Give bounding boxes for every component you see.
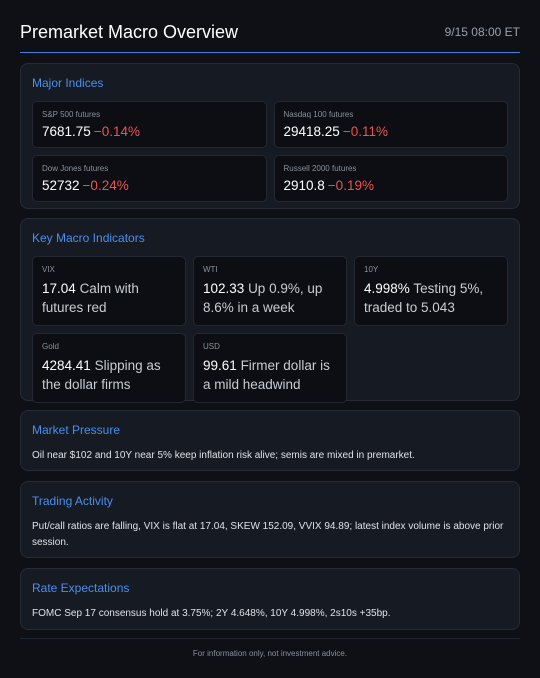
macro-note: Up 0.9%, up 8.6% in a week — [203, 281, 323, 315]
title: Premarket Macro Overview — [20, 22, 239, 42]
macro-card: VIX 17.04 Calm with futures red — [32, 256, 186, 326]
macro-grid: VIX 17.04 Calm with futures red WTI 102.33 … — [32, 256, 508, 403]
index-change: −0.14% — [93, 124, 140, 139]
index-change: −0.19% — [327, 178, 374, 193]
major-indices: Major Indices S&P 500 futures 7681.75 −0.1… — [20, 63, 520, 209]
trading-activity: Trading Activity Put/call ratios are fal… — [20, 481, 520, 558]
macro-value: 102.33 — [203, 281, 245, 296]
macro-note: Firmer dollar is a mild headwind — [203, 358, 330, 392]
rate-expectations: Rate Expectations FOMC Sep 17 consensus … — [20, 568, 520, 630]
macro-card: 10Y 4.998% Testing 5%, traded to 5.043 — [354, 256, 508, 326]
index-change: −0.24% — [82, 178, 129, 193]
section-title: Major Indices — [32, 76, 104, 90]
macro-label: USD — [203, 342, 220, 351]
macro-quote: 102.33 Up 0.9%, up 8.6% in a week — [203, 279, 337, 317]
index-quote: 29418.25 −0.11% — [284, 124, 499, 139]
section-title: Key Macro Indicators — [32, 231, 145, 245]
section-text: Oil near $102 and 10Y near 5% keep infla… — [32, 450, 415, 461]
index-card: S&P 500 futures 7681.75 −0.14% — [32, 101, 267, 148]
index-change: −0.11% — [342, 124, 388, 139]
macro-label: 10Y — [364, 265, 379, 274]
index-value: 2910.8 — [283, 178, 325, 193]
timestamp: 9/15 08:00 ET — [444, 25, 520, 39]
index-quote: 7681.75 −0.14% — [42, 124, 257, 139]
index-label: S&P 500 futures — [42, 110, 101, 119]
macro-value: 17.04 — [42, 281, 76, 296]
market-pressure: Market Pressure Oil near $102 and 10Y ne… — [20, 410, 520, 471]
macro-value: 4284.41 — [42, 358, 91, 373]
macro-value: 99.61 — [203, 358, 237, 373]
macro-quote: 99.61 Firmer dollar is a mild headwind — [203, 356, 337, 394]
macro-label: WTI — [203, 265, 218, 274]
macro-quote: 17.04 Calm with futures red — [42, 279, 176, 317]
index-label: Dow Jones futures — [42, 164, 109, 173]
section-title: Rate Expectations — [32, 581, 130, 595]
macro-card: Gold 4284.41 Slipping as the dollar firms — [32, 333, 186, 403]
index-card: Nasdaq 100 futures 29418.25 −0.11% — [273, 101, 508, 148]
macro-quote: 4.998% Testing 5%, traded to 5.043 — [364, 279, 498, 317]
macro-label: VIX — [42, 265, 55, 274]
macro-note: Slipping as the dollar firms — [42, 358, 161, 392]
index-value: 29418.25 — [283, 124, 340, 139]
macro-indicators: Key Macro Indicators VIX 17.04 Calm with … — [20, 218, 520, 403]
index-quote: 2910.8 −0.19% — [284, 178, 499, 193]
macro-card: USD 99.61 Firmer dollar is a mild headwin… — [193, 333, 347, 403]
index-value: 52732 — [42, 178, 80, 193]
index-value: 7681.75 — [42, 124, 91, 139]
section-title: Trading Activity — [32, 494, 113, 508]
macro-label: Gold — [42, 342, 59, 351]
macro-note: Calm with futures red — [42, 281, 139, 315]
macro-value: 4.998% — [364, 281, 410, 296]
index-quote: 52732 −0.24% — [42, 178, 257, 193]
index-label: Nasdaq 100 futures — [283, 110, 354, 119]
index-card: Dow Jones futures 52732 −0.24% — [32, 155, 267, 202]
section-text: FOMC Sep 17 consensus hold at 3.75%; 2Y … — [32, 608, 391, 619]
index-grid: S&P 500 futures 7681.75 −0.14% Nasdaq 100 f… — [32, 101, 508, 202]
macro-note: Testing 5%, traded to 5.043 — [364, 281, 484, 315]
header: Premarket Macro Overview 9/15 08:00 ET — [20, 20, 520, 53]
index-card: Russell 2000 futures 2910.8 −0.19% — [273, 155, 508, 202]
macro-quote: 4284.41 Slipping as the dollar firms — [42, 356, 176, 394]
section-title: Market Pressure — [32, 423, 121, 437]
macro-card: WTI 102.33 Up 0.9%, up 8.6% in a week — [193, 256, 347, 326]
index-label: Russell 2000 futures — [283, 164, 357, 173]
footer: For information only, not investment adv… — [20, 638, 520, 658]
section-text: Put/call ratios are falling, VIX is flat… — [32, 521, 504, 548]
